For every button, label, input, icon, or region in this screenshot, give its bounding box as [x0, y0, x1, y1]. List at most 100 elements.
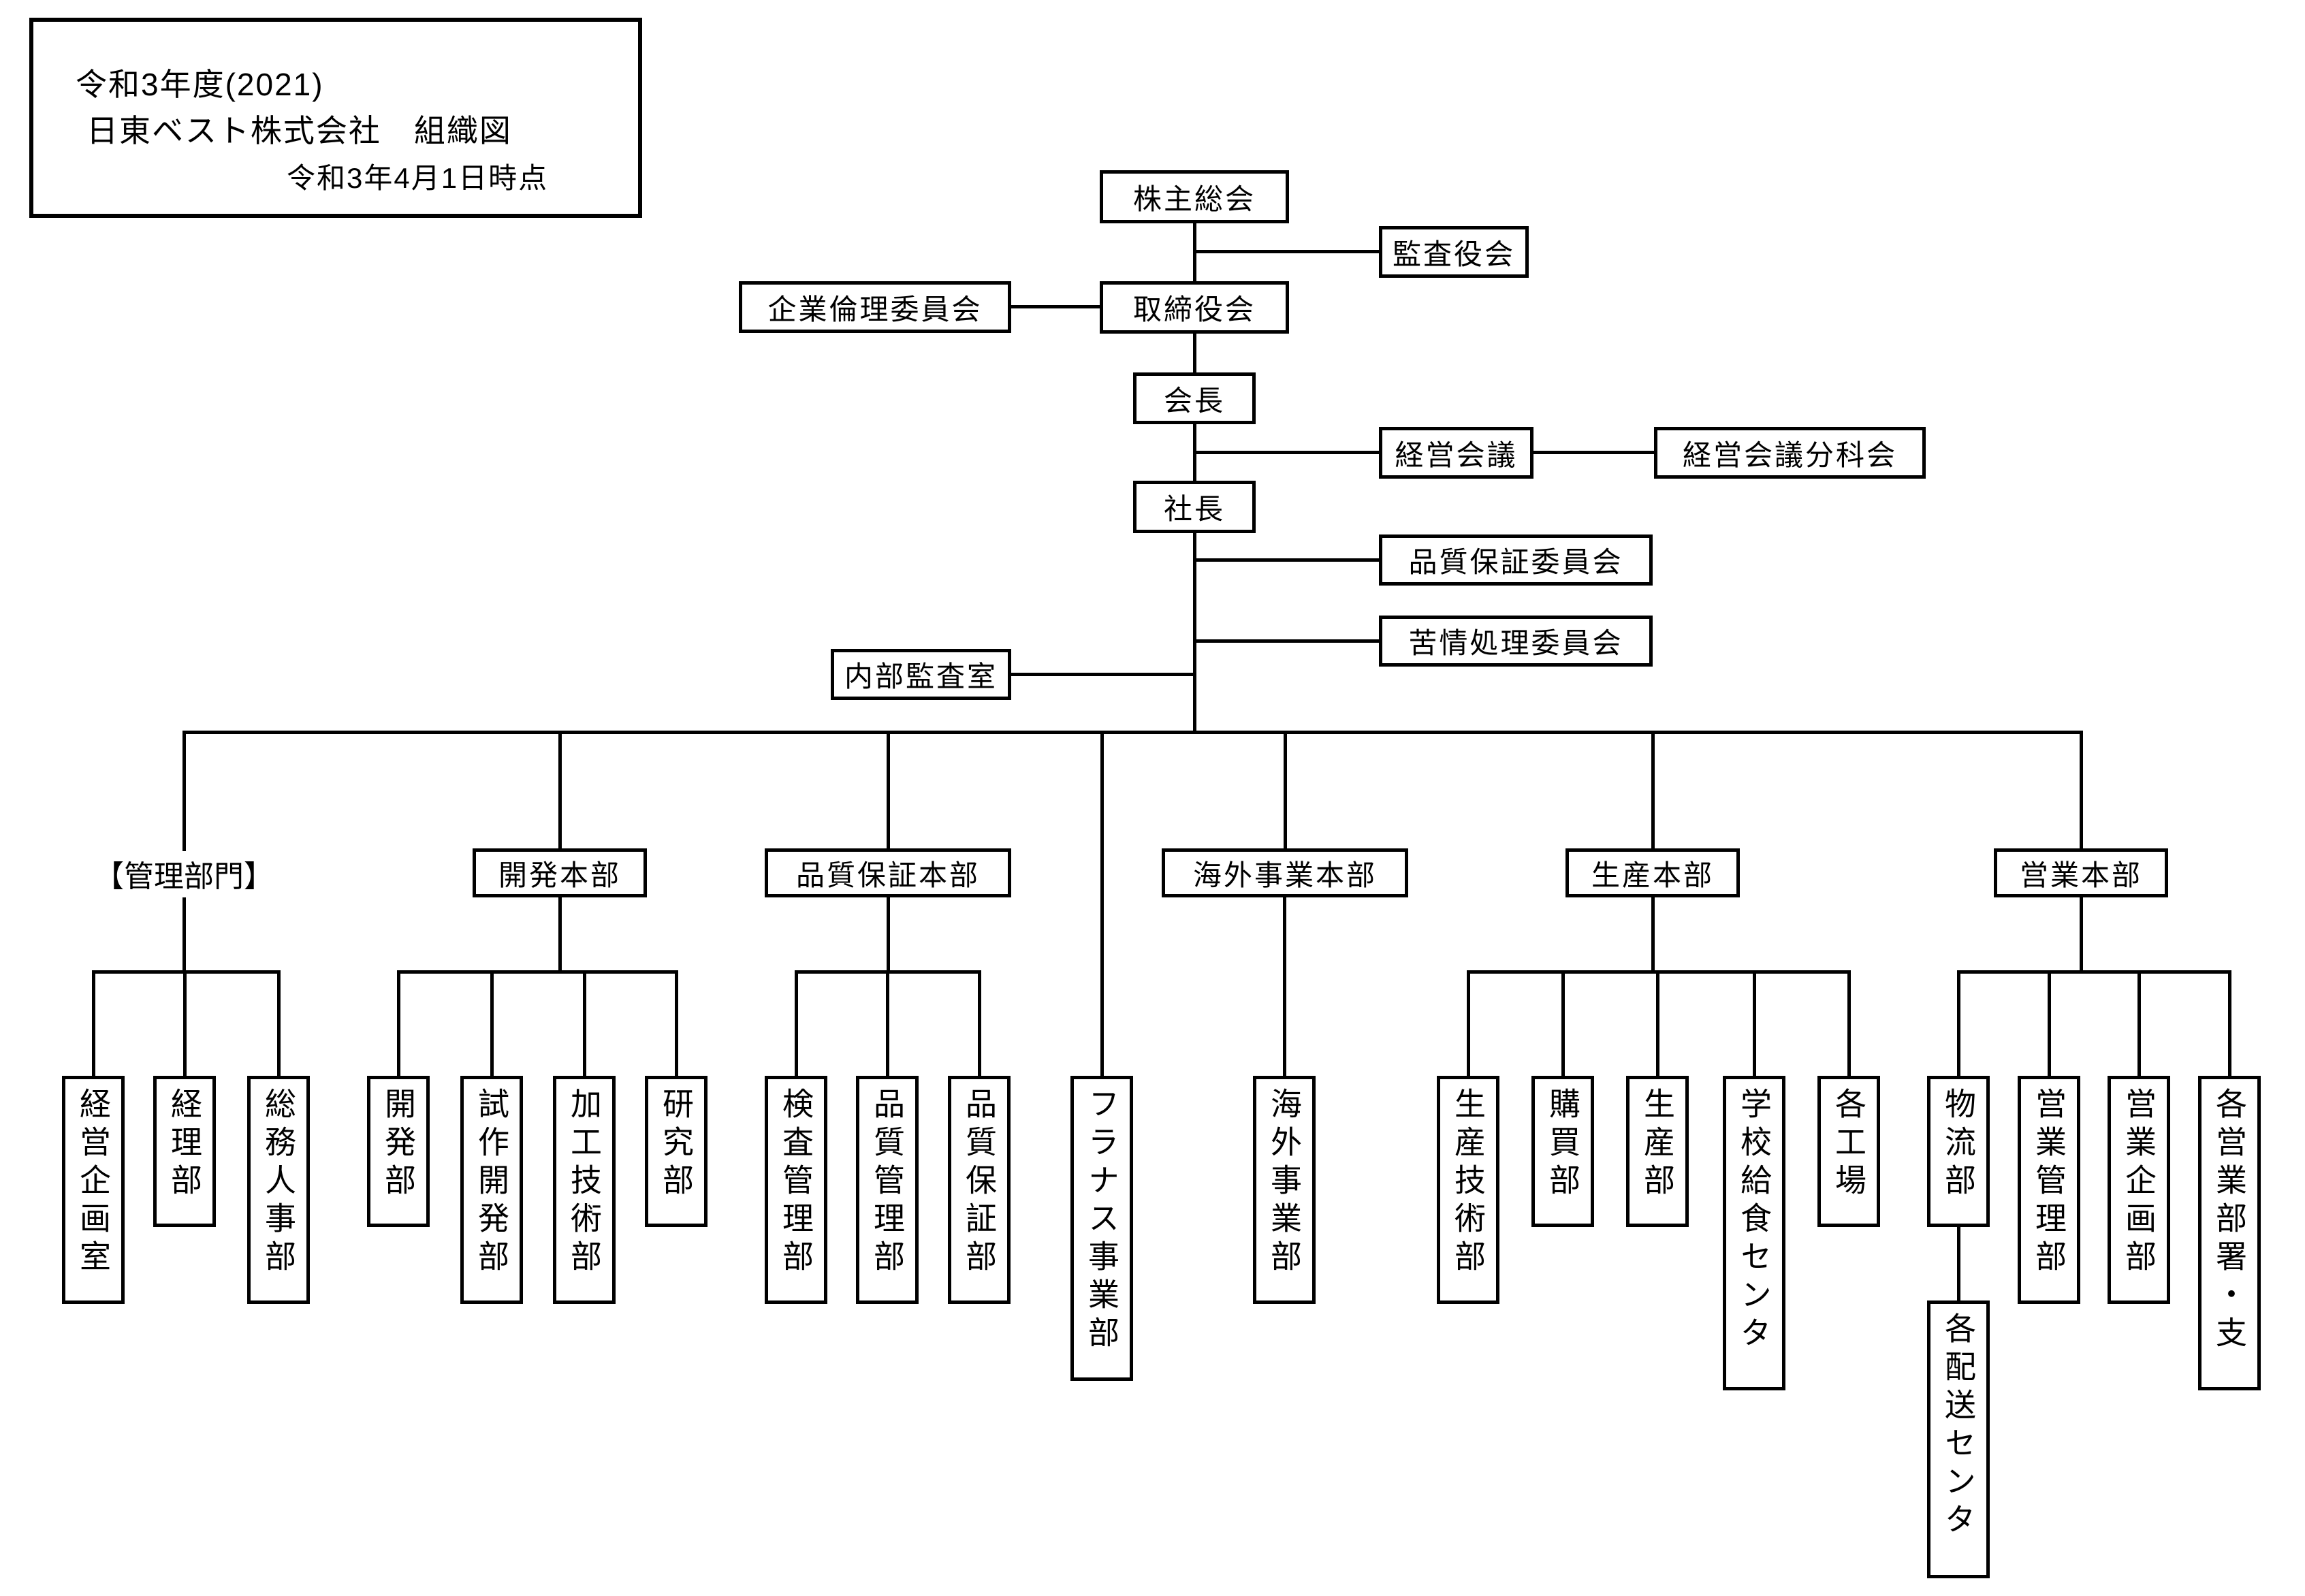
- division-label: 開発本部: [498, 859, 621, 891]
- sub-bus-line: [1467, 970, 1851, 974]
- connector-line: [1651, 897, 1655, 972]
- node-complaint-handling-committee: 苦情処理委員会: [1379, 616, 1653, 667]
- dept-prototype-development: 試作開発部: [460, 1076, 523, 1304]
- division-production: 生産本部: [1565, 848, 1740, 897]
- dept-sales-administration: 営業管理部: [2018, 1076, 2080, 1304]
- node-label: 取締役会: [1132, 293, 1256, 325]
- division-label: 営業本部: [2019, 859, 2142, 891]
- division-label: 生産本部: [1591, 859, 1714, 891]
- connector-line: [1194, 558, 1379, 562]
- dept-label: 営業企画部: [2121, 1087, 2157, 1278]
- node-shareholders-meeting: 株主総会: [1100, 170, 1289, 223]
- connector-line: [1651, 731, 1655, 850]
- node-label: 株主総会: [1132, 182, 1256, 215]
- connector-line: [182, 897, 186, 972]
- connector-line: [277, 970, 281, 1077]
- dept-label: 品質管理部: [870, 1087, 905, 1278]
- connector-line: [675, 970, 678, 1077]
- connector-line: [183, 970, 187, 1077]
- dept-general-affairs-hr: 総務人事部: [247, 1076, 310, 1304]
- connector-line: [1467, 970, 1470, 1077]
- connector-line: [2080, 731, 2083, 850]
- dept-processing-technology: 加工技術部: [553, 1076, 616, 1304]
- dept-label: 経営企画室: [76, 1087, 111, 1278]
- connector-line: [886, 970, 889, 1077]
- connector-line: [2228, 970, 2231, 1077]
- connector-line: [1011, 673, 1194, 676]
- dept-label: 各配送センター: [1941, 1312, 1976, 1541]
- dept-label: 開発部: [381, 1087, 416, 1202]
- title-fiscal-year: 令和3年度(2021): [76, 67, 324, 102]
- connector-line: [1957, 970, 1960, 1077]
- title-as-of-date: 令和3年4月1日時点: [287, 162, 549, 194]
- dept-factories: 各工場: [1817, 1076, 1880, 1227]
- division-quality-assurance: 品質保証本部: [765, 848, 1011, 897]
- dept-label: フラナス事業部: [1084, 1087, 1119, 1354]
- node-label: 内部監査室: [844, 660, 998, 692]
- dept-accounting: 経理部: [153, 1076, 216, 1227]
- sub-bus-line: [795, 970, 981, 974]
- connector-line: [558, 897, 562, 972]
- node-label: 会長: [1163, 384, 1225, 417]
- node-label: 苦情処理委員会: [1408, 627, 1623, 659]
- dept-label: 各工場: [1831, 1087, 1866, 1202]
- connector-line: [490, 970, 494, 1077]
- node-corporate-ethics-committee: 企業倫理委員会: [739, 281, 1011, 333]
- connector-line: [2048, 970, 2051, 1077]
- dept-label: 検査管理部: [778, 1087, 814, 1278]
- division-label: 品質保証本部: [795, 859, 980, 891]
- node-label: 監査役会: [1392, 238, 1515, 270]
- dept-research: 研究部: [645, 1076, 708, 1227]
- division-label: 海外事業本部: [1192, 859, 1377, 891]
- dept-label: 購買部: [1545, 1087, 1580, 1202]
- division-management-label: 【管理部門】: [89, 851, 279, 896]
- node-management-council: 経営会議: [1379, 427, 1533, 479]
- connector-line: [978, 970, 981, 1077]
- dept-corporate-planning-office: 経営企画室: [62, 1076, 125, 1304]
- dept-quality-assurance: 品質保証部: [948, 1076, 1011, 1304]
- connector-line: [887, 897, 890, 972]
- division-overseas-business: 海外事業本部: [1162, 848, 1408, 897]
- connector-line: [397, 970, 400, 1077]
- connector-line: [1193, 333, 1196, 374]
- connector-line: [1561, 970, 1565, 1077]
- dept-development: 開発部: [367, 1076, 430, 1227]
- node-label: 企業倫理委員会: [767, 293, 983, 325]
- division-development: 開発本部: [473, 848, 647, 897]
- connector-line: [1011, 305, 1100, 308]
- connector-line: [1753, 970, 1756, 1077]
- connector-line: [558, 731, 562, 850]
- dept-furanasu-business: フラナス事業部: [1070, 1076, 1133, 1381]
- dept-inspection-management: 検査管理部: [765, 1076, 827, 1304]
- dept-label: 営業管理部: [2031, 1087, 2067, 1278]
- dept-production-engineering: 生産技術部: [1437, 1076, 1499, 1304]
- sub-bus-line: [92, 970, 280, 974]
- connector-line: [2137, 970, 2141, 1077]
- connector-line: [1847, 970, 1851, 1077]
- node-label: 社長: [1163, 493, 1225, 525]
- connector-line: [1193, 532, 1196, 732]
- dept-label: 生産部: [1640, 1087, 1675, 1202]
- connector-line: [1100, 731, 1104, 1077]
- sub-bus-line: [397, 970, 678, 974]
- connector-line: [583, 970, 586, 1077]
- connector-line: [1193, 223, 1196, 283]
- dept-production: 生産部: [1626, 1076, 1689, 1227]
- sub-bus-line: [1957, 970, 2231, 974]
- dept-sales-planning: 営業企画部: [2108, 1076, 2170, 1304]
- division-label: 【管理部門】: [94, 860, 274, 893]
- dept-distribution-centers: 各配送センター: [1927, 1300, 1990, 1578]
- node-president: 社長: [1133, 481, 1256, 533]
- dept-quality-control: 品質管理部: [856, 1076, 919, 1304]
- connector-line: [1194, 639, 1379, 643]
- connector-line: [182, 731, 186, 851]
- dept-label: 品質保証部: [961, 1087, 997, 1278]
- connector-line: [795, 970, 798, 1077]
- dept-sales-offices-branches: 各営業部署・支店: [2198, 1076, 2261, 1390]
- node-label: 経営会議分科会: [1682, 438, 1897, 471]
- connector-line: [887, 731, 890, 850]
- node-internal-audit-office: 内部監査室: [831, 649, 1011, 700]
- dept-label: 総務人事部: [261, 1087, 296, 1278]
- connector-line: [1656, 970, 1659, 1077]
